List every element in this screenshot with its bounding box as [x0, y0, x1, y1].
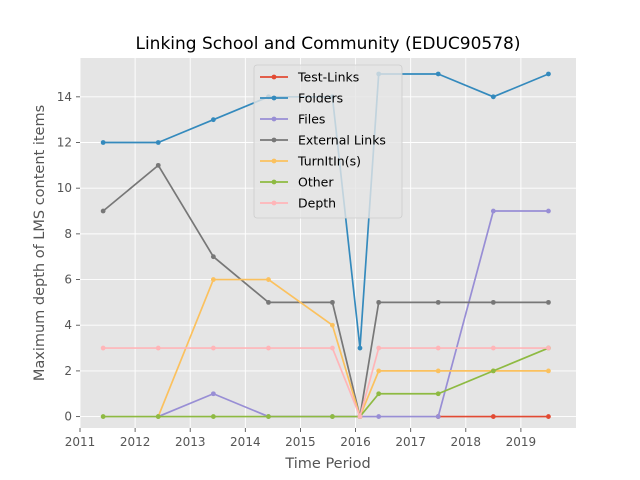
- legend-marker: [271, 179, 277, 185]
- y-tick-label: 4: [64, 318, 72, 332]
- y-tick-label: 0: [64, 410, 72, 424]
- data-point-turnitin-s: [266, 277, 271, 282]
- data-point-folders: [210, 117, 216, 123]
- data-point-external-links: [376, 299, 382, 305]
- legend-item-files: Files: [260, 112, 325, 127]
- data-point-other: [155, 414, 161, 419]
- data-point-other: [266, 414, 271, 419]
- legend-label: Other: [298, 175, 334, 190]
- data-point-folders: [490, 94, 496, 100]
- legend-label: Test-Links: [297, 70, 359, 85]
- y-axis-label: Maximum depth of LMS content items: [32, 105, 48, 381]
- data-point-test-links: [490, 414, 496, 419]
- data-point-other: [210, 414, 216, 419]
- x-tick-label: 2015: [285, 435, 316, 449]
- data-point-depth: [357, 414, 363, 419]
- data-point-test-links: [546, 414, 551, 419]
- series-depth: [100, 345, 551, 419]
- legend-item-depth: Depth: [260, 196, 336, 211]
- data-point-turnitin-s: [546, 368, 551, 374]
- x-tick-label: 2011: [65, 435, 96, 449]
- y-tick-label: 10: [57, 181, 72, 195]
- data-point-depth: [210, 345, 216, 351]
- chart-title: Linking School and Community (EDUC90578): [135, 34, 520, 54]
- data-point-external-links: [330, 299, 335, 305]
- data-point-other: [330, 414, 335, 419]
- legend-marker: [271, 200, 277, 206]
- legend-marker: [271, 116, 277, 122]
- legend-item-folders: Folders: [260, 91, 343, 106]
- data-point-turnitin-s: [376, 368, 382, 374]
- y-tick-label: 2: [64, 364, 72, 378]
- data-point-folders: [100, 140, 106, 145]
- x-tick-label: 2016: [340, 435, 371, 449]
- legend-item-other: Other: [260, 175, 334, 190]
- legend: Test-Links Folders Files External Links Turn…: [253, 64, 403, 219]
- legend-marker: [271, 74, 277, 80]
- y-tick-label: 14: [57, 90, 72, 104]
- data-point-turnitin-s: [210, 277, 216, 282]
- data-point-other: [376, 391, 382, 397]
- series-layer: [100, 71, 551, 419]
- data-point-depth: [376, 345, 382, 351]
- data-point-depth: [435, 345, 441, 351]
- data-point-depth: [546, 345, 551, 351]
- x-tick-label: 2019: [506, 435, 537, 449]
- data-point-other: [490, 368, 496, 374]
- x-tick-label: 2012: [120, 435, 151, 449]
- data-point-files: [490, 208, 496, 214]
- data-point-external-links: [546, 299, 551, 305]
- x-tick-label: 2014: [230, 435, 261, 449]
- data-point-depth: [330, 345, 335, 351]
- y-tick-label: 6: [64, 273, 72, 287]
- data-point-external-links: [155, 162, 161, 168]
- data-point-files: [210, 391, 216, 397]
- series-line-external-links: [102, 164, 549, 418]
- series-line-folders: [103, 73, 549, 349]
- data-point-files: [546, 208, 551, 214]
- legend-marker: [271, 158, 277, 164]
- y-tick-label: 8: [64, 227, 72, 241]
- data-point-external-links: [490, 299, 496, 305]
- data-point-other: [435, 391, 441, 397]
- x-axis-label: Time Period: [284, 456, 370, 472]
- x-tick-label: 2017: [395, 435, 426, 449]
- y-axis-ticks: 0 2 4 6 8 10 12 14: [57, 90, 80, 424]
- data-point-external-links: [266, 299, 271, 305]
- series-line-other: [103, 347, 549, 418]
- series-line-depth: [103, 347, 549, 418]
- y-tick-label: 12: [57, 136, 72, 150]
- data-point-turnitin-s: [330, 322, 335, 328]
- data-point-files: [376, 414, 382, 419]
- data-point-folders: [546, 71, 551, 77]
- x-axis-ticks: 2011 2012 2013 2014 2015 2016 2017 2018 2019: [65, 428, 536, 449]
- data-point-folders: [357, 345, 363, 351]
- legend-label: TurnItIn(s): [297, 154, 361, 169]
- legend-item-test-links: Test-Links: [260, 70, 359, 85]
- data-point-files: [435, 414, 441, 419]
- data-point-external-links: [435, 299, 441, 305]
- legend-marker: [271, 137, 277, 143]
- legend-item-external-links: External Links: [260, 133, 386, 148]
- data-point-depth: [100, 345, 106, 351]
- data-point-folders: [435, 71, 441, 77]
- data-point-depth: [266, 345, 271, 351]
- data-point-other: [100, 414, 106, 419]
- data-point-external-links: [210, 254, 216, 260]
- data-point-external-links: [100, 208, 106, 214]
- data-point-folders: [155, 140, 161, 145]
- data-point-depth: [490, 345, 496, 351]
- legend-label: Folders: [298, 91, 343, 106]
- legend-item-turnitin-s: TurnItIn(s): [260, 154, 361, 169]
- legend-label: External Links: [298, 133, 386, 148]
- legend-label: Depth: [298, 196, 336, 211]
- data-point-depth: [155, 345, 161, 351]
- legend-label: Files: [298, 112, 325, 127]
- x-tick-label: 2018: [451, 435, 482, 449]
- legend-marker: [271, 95, 277, 101]
- data-point-turnitin-s: [435, 368, 441, 374]
- legend-box: [253, 64, 403, 219]
- x-tick-label: 2013: [175, 435, 206, 449]
